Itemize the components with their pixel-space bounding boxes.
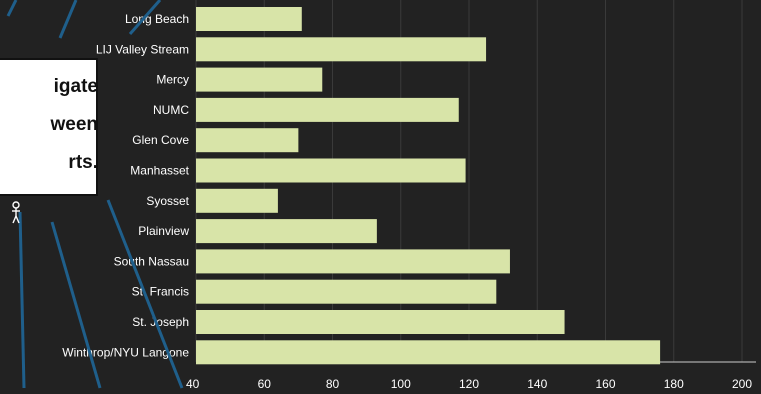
annotation-arrow <box>58 0 78 39</box>
bar <box>196 249 510 274</box>
bar <box>196 279 497 304</box>
bar <box>196 37 487 62</box>
category-label: Manhasset <box>130 164 189 178</box>
x-tick-label: 180 <box>664 377 684 391</box>
x-tick-label: 100 <box>391 377 411 391</box>
category-label: Winthrop/NYU Langone <box>62 345 189 359</box>
x-tick-label: 60 <box>258 377 272 391</box>
category-label: Long Beach <box>125 12 189 26</box>
x-tick-label: 120 <box>459 377 479 391</box>
annotation-arrow <box>106 199 184 389</box>
annotation-arrows <box>6 0 184 389</box>
category-label: NUMC <box>153 103 189 117</box>
category-label: Syosset <box>146 194 189 208</box>
x-tick-labels: 40 60 80 100 120 140 160 180 200 <box>186 377 752 391</box>
category-label: Plainview <box>138 224 189 238</box>
category-label: St. Francis <box>132 285 189 299</box>
bar <box>196 310 565 334</box>
x-tick-label: 140 <box>527 377 547 391</box>
annotation-arrow <box>128 0 162 35</box>
callout-line-2: ween <box>50 114 98 135</box>
annotation-arrow <box>18 211 26 389</box>
bar <box>196 188 278 213</box>
x-tick-label: 200 <box>732 377 752 391</box>
bar <box>196 97 459 122</box>
callout-line-3: rts. <box>68 152 98 173</box>
category-label: South Nassau <box>114 254 189 268</box>
annotation-arrow <box>6 0 18 17</box>
bar <box>196 7 302 31</box>
bars <box>196 7 661 365</box>
callout-line-1: igate <box>53 76 98 97</box>
category-label: Mercy <box>156 73 189 87</box>
bar <box>196 67 323 92</box>
callout-box: igate ween rts. <box>0 58 98 196</box>
category-label: Glen Cove <box>132 133 189 147</box>
bar <box>196 128 299 153</box>
hanging-figure-icon <box>12 201 20 224</box>
annotation-arrow <box>50 221 102 389</box>
bar <box>196 340 661 365</box>
x-tick-label: 80 <box>326 377 340 391</box>
category-label: St. Joseph <box>132 315 189 329</box>
bar <box>196 219 377 244</box>
x-tick-label: 160 <box>595 377 615 391</box>
bar <box>196 158 466 183</box>
x-tick-label: 40 <box>186 377 200 391</box>
category-label: LIJ Valley Stream <box>96 42 189 56</box>
